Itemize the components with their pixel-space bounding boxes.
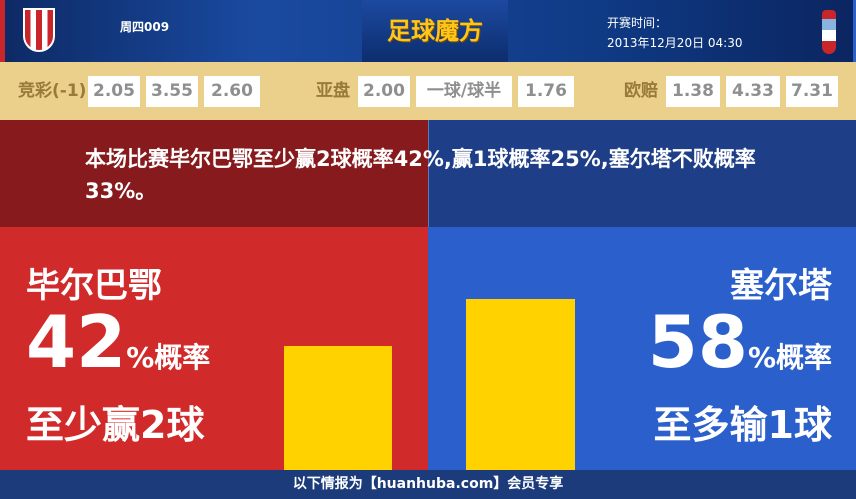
odds-value: 一球/球半: [416, 76, 512, 107]
member-footer[interactable]: 以下情报为【huanhuba.com】会员专享: [0, 470, 856, 499]
home-desc: 至少赢2球: [26, 403, 205, 447]
summary-bg-away: [428, 120, 856, 227]
odds-value: 2.05: [88, 76, 140, 107]
home-team-logo: [23, 8, 55, 52]
odds-bar: 竞彩(-1) 2.05 3.55 2.60 亚盘 2.00 一球/球半 1.76…: [0, 62, 856, 120]
away-team-logo: [822, 10, 836, 54]
odds-value: 2.60: [204, 76, 260, 107]
home-pct-suffix: %概率: [126, 341, 211, 374]
away-pct-suffix: %概率: [747, 341, 832, 374]
home-pct: 42%概率: [26, 302, 210, 398]
away-team-name: 塞尔塔: [730, 266, 832, 306]
home-team-name: 毕尔巴鄂: [26, 266, 162, 306]
header: 周四009 足球魔方 开赛时间： 2013年12月20日 04:30: [0, 0, 856, 62]
home-pct-value: 42: [26, 300, 127, 384]
away-pct-value: 58: [647, 300, 748, 384]
away-pct: 58%概率: [648, 302, 832, 398]
time-value: 2013年12月20日 04:30: [607, 36, 743, 50]
summary-bg-home: [0, 120, 428, 227]
odds-value: 4.33: [726, 76, 780, 107]
kickoff-time: 开赛时间： 2013年12月20日 04:30: [607, 13, 742, 53]
asian-label: 亚盘: [316, 81, 350, 101]
away-probability-bar: [466, 299, 575, 470]
odds-value: 1.38: [666, 76, 720, 107]
time-label: 开赛时间：: [607, 16, 668, 30]
home-probability-bar: [284, 346, 392, 470]
odds-value: 2.00: [358, 76, 410, 107]
odds-value: 1.76: [518, 76, 574, 107]
away-desc: 至多输1球: [653, 403, 832, 447]
brand-logo: 足球魔方: [362, 0, 508, 62]
odds-value: 3.55: [146, 76, 198, 107]
match-code: 周四009: [120, 20, 170, 34]
jingcai-label: 竞彩(-1): [18, 81, 87, 101]
euro-label: 欧赔: [624, 81, 658, 101]
odds-value: 7.31: [786, 76, 838, 107]
summary-text: 本场比赛毕尔巴鄂至少赢2球概率42%,赢1球概率25%,塞尔塔不败概率33%。: [85, 147, 756, 203]
